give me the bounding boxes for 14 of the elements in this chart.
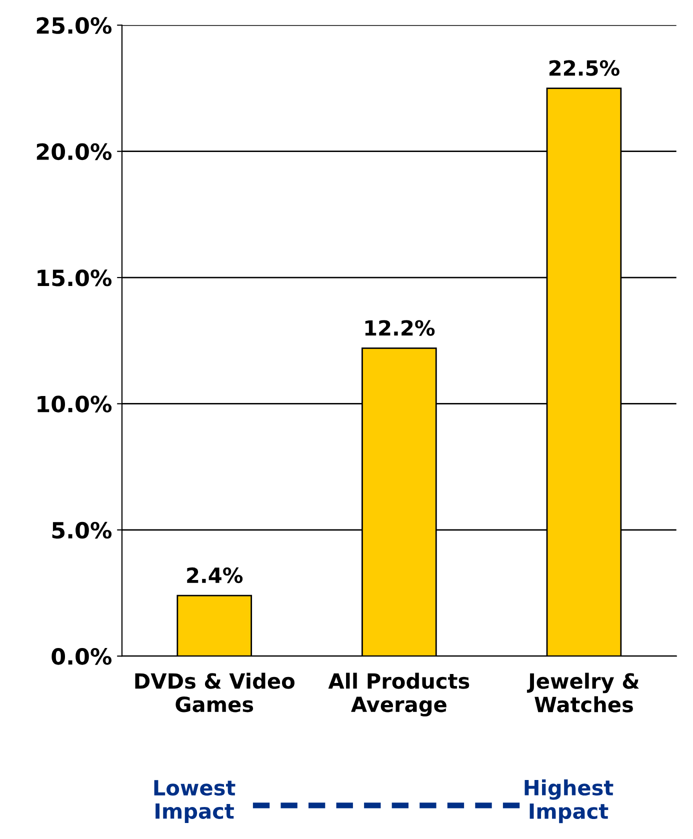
- data-label: 12.2%: [365, 320, 435, 336]
- x-tick-label: DVDs & Video Games: [135, 672, 294, 712]
- x-tick-label: Jewelry & Watches: [526, 672, 639, 712]
- text: Lowest Impact: [154, 780, 236, 823]
- x-tick-label: All Products Average: [328, 672, 470, 716]
- text: Highest Impact: [524, 779, 614, 824]
- y-tick-label: 15.0%: [38, 269, 112, 286]
- data-label: 2.4%: [187, 567, 243, 584]
- y-tick-label: 0.0%: [52, 648, 112, 665]
- y-tick-label: 10.0%: [38, 396, 112, 412]
- data-label: 22.5%: [549, 60, 620, 76]
- y-tick-label: 25.0%: [36, 17, 112, 34]
- y-tick-label: 5.0%: [52, 522, 112, 539]
- y-tick-label: 20.0%: [36, 143, 112, 160]
